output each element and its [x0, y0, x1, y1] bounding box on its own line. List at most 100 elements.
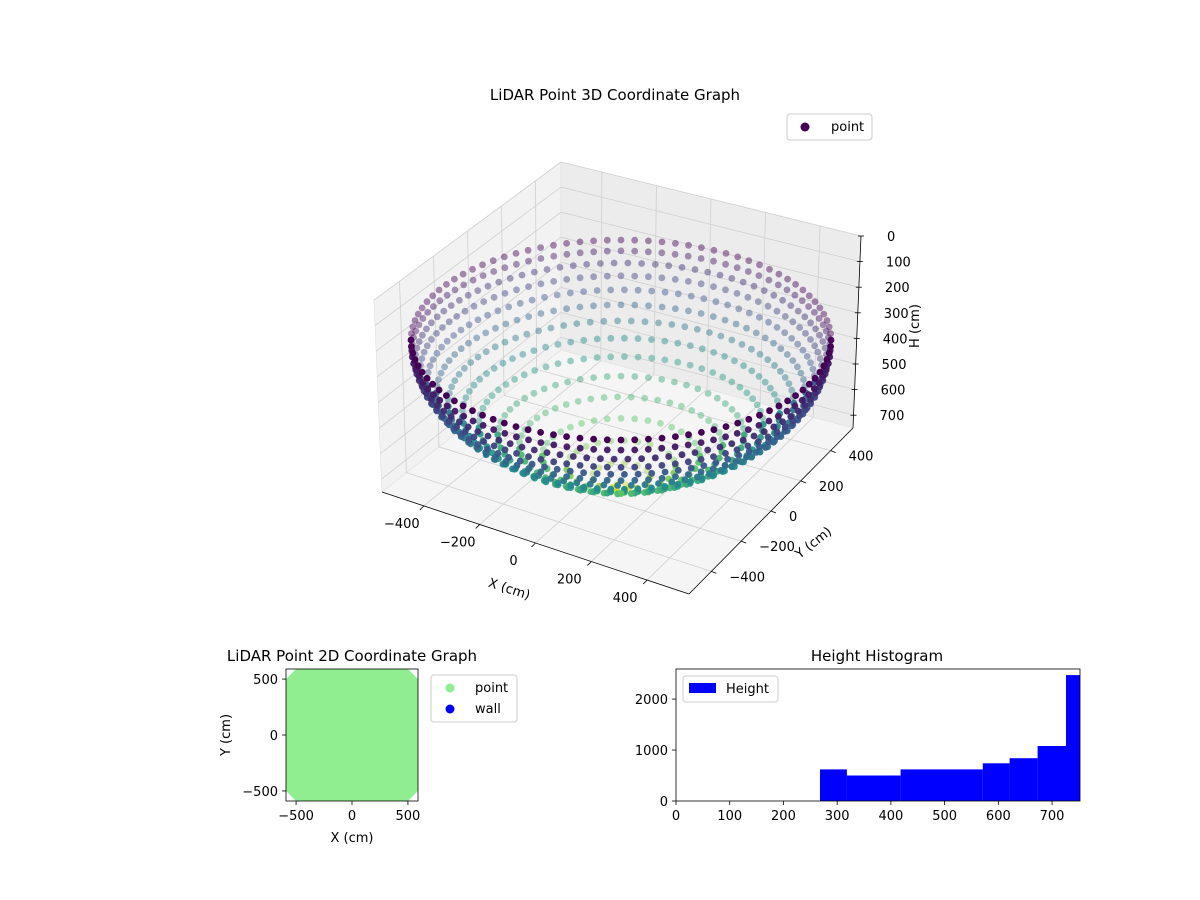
- data-point: [580, 469, 587, 477]
- data-point: [816, 304, 824, 312]
- data-point: [524, 426, 532, 434]
- data-point: [686, 361, 694, 369]
- data-point: [788, 335, 796, 342]
- data-point: [578, 420, 585, 427]
- x-axis-label-3d: X (cm): [486, 576, 532, 604]
- data-point: [717, 467, 725, 474]
- data-point: [617, 236, 625, 244]
- data-point: [733, 290, 741, 297]
- data-point: [563, 433, 570, 440]
- data-point: [752, 449, 760, 456]
- data-point: [784, 275, 791, 283]
- data-point: [684, 458, 692, 466]
- data-point: [466, 387, 473, 395]
- data-point: [457, 326, 465, 334]
- data-point: [665, 453, 673, 460]
- data-point: [490, 426, 498, 433]
- data-point: [740, 362, 747, 370]
- data-point: [451, 397, 458, 405]
- data-point: [537, 310, 545, 317]
- data-point: [550, 307, 557, 315]
- data-point: [750, 432, 758, 440]
- data-point: [543, 439, 551, 447]
- data-point: [607, 485, 615, 493]
- data-point: [490, 442, 498, 450]
- data-point: [713, 394, 721, 402]
- data-point: [479, 272, 487, 279]
- data-point: [436, 396, 444, 404]
- data-point: [430, 303, 437, 310]
- data-point: [671, 460, 679, 468]
- data-point: [710, 246, 718, 254]
- data-point: [658, 249, 666, 257]
- x-tick-mark: [642, 579, 648, 585]
- data-point: [462, 394, 470, 401]
- data-point: [621, 286, 628, 294]
- data-point: [603, 476, 611, 484]
- data-point: [774, 281, 782, 289]
- data-point: [610, 259, 618, 267]
- data-point: [603, 436, 611, 444]
- data-point: [617, 464, 625, 471]
- data-point: [811, 342, 819, 350]
- data-point: [697, 439, 705, 446]
- data-point: [775, 270, 783, 278]
- histogram-frame: [675, 668, 1081, 802]
- data-point: [712, 459, 720, 466]
- data-point: [530, 268, 538, 276]
- data-point: [512, 423, 520, 430]
- data-point: [728, 463, 736, 470]
- data-point: [414, 310, 422, 318]
- data-point: [433, 401, 441, 409]
- data-point: [542, 409, 549, 417]
- data-point: [469, 407, 476, 415]
- data-point: [771, 362, 778, 369]
- data-point: [525, 313, 533, 320]
- data-point: [722, 286, 729, 294]
- legend-3d: point: [786, 113, 873, 141]
- data-point: [407, 336, 415, 344]
- data-point: [721, 461, 729, 469]
- data-point: [770, 438, 777, 446]
- data-point: [661, 483, 669, 490]
- histogram-bar: [820, 769, 847, 801]
- data-point: [554, 341, 562, 348]
- data-point: [600, 317, 608, 325]
- data-point: [631, 301, 639, 309]
- data-point: [658, 238, 666, 246]
- y-tick-label-hist: 0: [660, 795, 668, 810]
- z-ticks-3d: 0 100 200 300 400 500 600 700: [850, 230, 911, 424]
- z-axis-label-3d: H (cm): [908, 304, 923, 348]
- data-point: [710, 257, 717, 265]
- data-point: [551, 404, 559, 412]
- data-point: [744, 442, 752, 450]
- data-point: [765, 438, 772, 446]
- data-point: [499, 359, 507, 367]
- data-point: [764, 433, 772, 441]
- data-point: [705, 417, 712, 424]
- grid-line: [560, 186, 861, 262]
- data-point: [530, 347, 538, 354]
- data-point: [631, 415, 639, 423]
- data-point: [684, 252, 692, 260]
- data-point: [587, 395, 595, 403]
- x-tick-label-hist: 300: [825, 809, 850, 824]
- histogram-bar: [1009, 758, 1038, 801]
- data-point: [474, 287, 482, 294]
- data-point: [443, 402, 451, 410]
- data-point: [537, 439, 545, 446]
- x-tick-mark: [419, 505, 425, 511]
- data-point: [475, 417, 483, 425]
- data-point: [600, 394, 608, 401]
- data-point: [654, 396, 661, 404]
- data-point: [502, 320, 510, 328]
- data-point: [789, 318, 797, 326]
- data-point: [761, 444, 769, 451]
- data-point: [428, 319, 435, 327]
- data-point: [590, 273, 597, 281]
- data-point: [671, 250, 679, 258]
- data-point: [426, 362, 434, 370]
- data-point: [460, 412, 468, 420]
- data-point: [550, 252, 558, 260]
